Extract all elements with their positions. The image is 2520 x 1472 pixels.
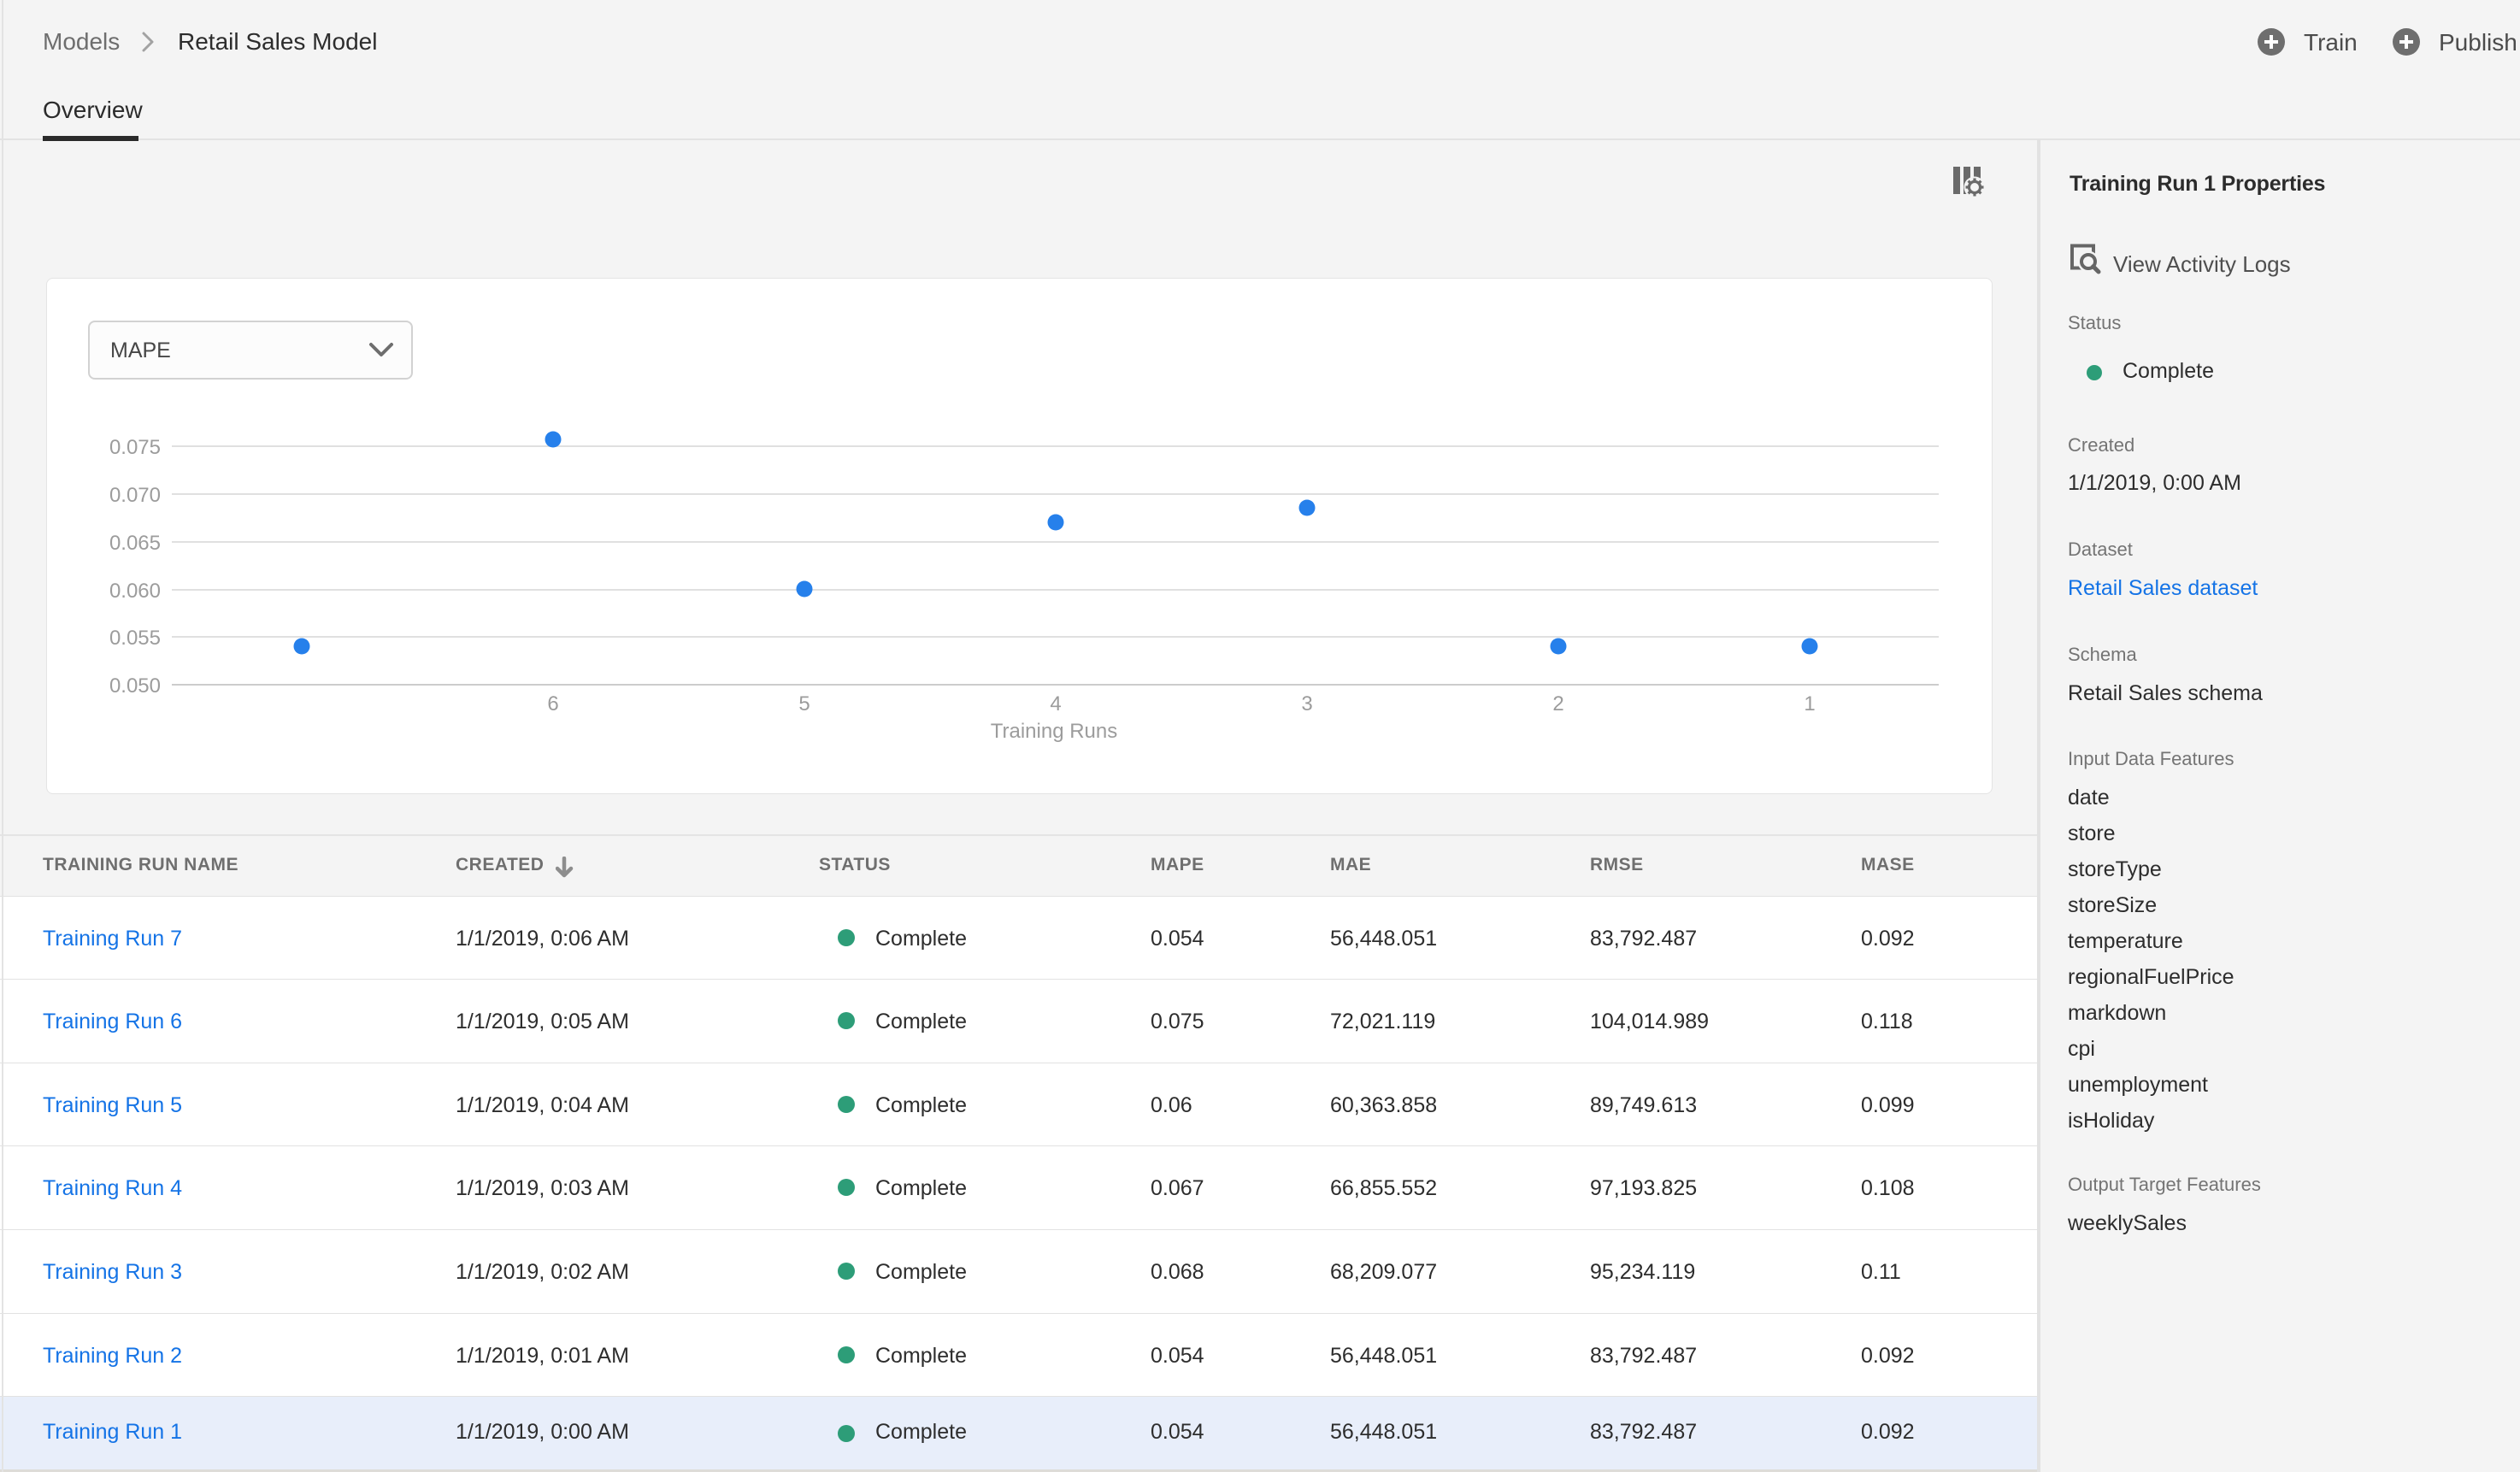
svg-text:3: 3 <box>1301 692 1312 715</box>
svg-text:0.070: 0.070 <box>109 484 161 507</box>
svg-text:5: 5 <box>798 692 810 715</box>
svg-text:4: 4 <box>1050 692 1061 715</box>
svg-text:0.065: 0.065 <box>109 532 161 555</box>
svg-text:2: 2 <box>1552 692 1563 715</box>
svg-text:0.060: 0.060 <box>109 580 161 603</box>
svg-text:Training Runs: Training Runs <box>991 720 1118 743</box>
svg-text:0.075: 0.075 <box>109 436 161 459</box>
svg-text:0.050: 0.050 <box>109 674 161 698</box>
svg-text:6: 6 <box>547 692 558 715</box>
svg-text:0.055: 0.055 <box>109 627 161 650</box>
svg-text:1: 1 <box>1804 692 1815 715</box>
